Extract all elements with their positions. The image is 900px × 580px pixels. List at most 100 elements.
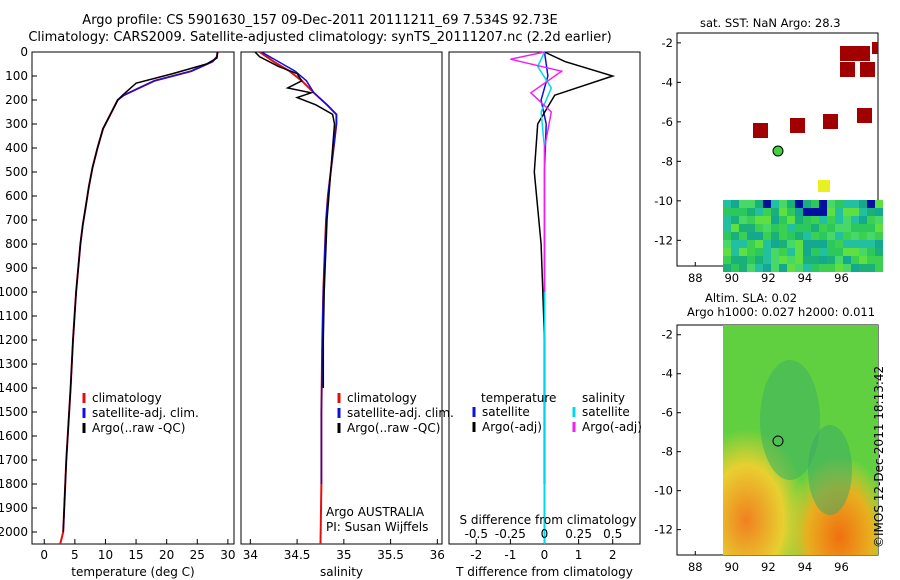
sst-cell [787,256,795,264]
sst-map-x-label: 88 [688,271,703,285]
sst-cell [843,216,851,224]
sst-cell [787,232,795,240]
diff-legend-sal-label-2: Argo(-adj) [582,420,642,434]
sst-cell [739,264,747,272]
sst-cell [835,216,843,224]
sla-map-y-label: -8 [662,445,673,459]
sst-cell [739,232,747,240]
sla-map-title-1: Altim. SLA: 0.02 [705,291,798,305]
sla-map-title-2: Argo h1000: 0.027 h2000: 0.011 [687,305,876,319]
sst-cell [723,232,731,240]
sst-cell [779,200,787,208]
sst-map-x-label: 94 [798,271,813,285]
x-axis-label: temperature (deg C) [71,565,194,579]
sst-cell [859,256,867,264]
sst-cell [755,264,763,272]
sst-cell [827,264,835,272]
y-tick-label: 1200 [0,333,28,347]
sla-low-patch [760,360,820,480]
y-tick-label: 400 [5,141,28,155]
sst-cell [731,248,739,256]
sst-cell [787,240,795,248]
sst-cell [787,200,795,208]
sst-cell [779,240,787,248]
sst-cell [819,256,827,264]
sst-cell [811,216,819,224]
sla-map-y-label: -12 [654,523,673,537]
y-tick-label: 1600 [0,429,28,443]
sst-cell [851,232,859,240]
sst-map-y-label: -8 [662,154,673,168]
sst-cell [763,224,771,232]
sst-cell [747,232,755,240]
sla-map-y-label: -10 [654,484,673,498]
argo-note-1: Argo AUSTRALIA [326,505,425,519]
sst-cell [819,224,827,232]
sst-cell [835,248,843,256]
sst-cell [723,248,731,256]
y-tick-label: 700 [5,213,28,227]
sst-cell [763,232,771,240]
sst-cell [795,264,803,272]
x-tick-label: 36 [430,548,445,562]
sst-red-cell [840,62,855,77]
sst-cell [803,256,811,264]
x-tick-label: 35.5 [377,548,404,562]
y-tick-label: 1900 [0,501,28,515]
sst-cell [803,264,811,272]
x-tick-label: 5 [71,548,79,562]
sla-map-x-label: 92 [761,560,776,574]
sst-cell [835,200,843,208]
x-axis-label: salinity [320,565,363,579]
y-tick-label: 100 [5,69,28,83]
diff-legend-temp-title: temperature [481,391,556,405]
sst-cell [787,248,795,256]
sst-cell [723,224,731,232]
sst-cell [795,224,803,232]
y-tick-label: 1400 [0,381,28,395]
sst-cell [851,248,859,256]
sst-cell [787,216,795,224]
sst-cell [731,240,739,248]
sst-cell [739,256,747,264]
s-tick-label: -0.5 [465,527,488,541]
sst-cell [779,264,787,272]
sst-cell [763,200,771,208]
sst-cell [875,208,883,216]
sst-cell [843,264,851,272]
sst-cell [731,224,739,232]
y-tick-label: 900 [5,261,28,275]
x-axis-label: T difference from climatology [455,565,633,579]
sst-cell [859,216,867,224]
sst-red-cell [857,108,872,123]
sst-cell [875,232,883,240]
s-tick-label: 0 [541,527,549,541]
sst-cell [795,256,803,264]
sst-cell [739,240,747,248]
sst-cell [763,248,771,256]
sst-cell [851,224,859,232]
sst-cell [747,200,755,208]
sst-cell [811,200,819,208]
sst-cell [827,232,835,240]
sst-cell [731,200,739,208]
sst-cell [843,248,851,256]
sst-cell [859,224,867,232]
x-tick-label: -1 [504,548,516,562]
x-tick-label: 34 [243,548,258,562]
sst-cell [843,240,851,248]
sst-cell [795,232,803,240]
series-line-3 [536,51,553,544]
sst-cell [771,256,779,264]
sla-map-x-label: 94 [798,560,813,574]
sst-cell [843,224,851,232]
sst-cell [811,208,819,216]
sst-cell [747,240,755,248]
sst-map-x-label: 96 [834,271,849,285]
sst-cell [859,232,867,240]
x-tick-label: 2 [609,548,617,562]
temp-legend-label-2: satellite-adj. clim. [92,406,199,420]
sst-cell [771,232,779,240]
sst-cell [771,224,779,232]
y-tick-label: 600 [5,189,28,203]
